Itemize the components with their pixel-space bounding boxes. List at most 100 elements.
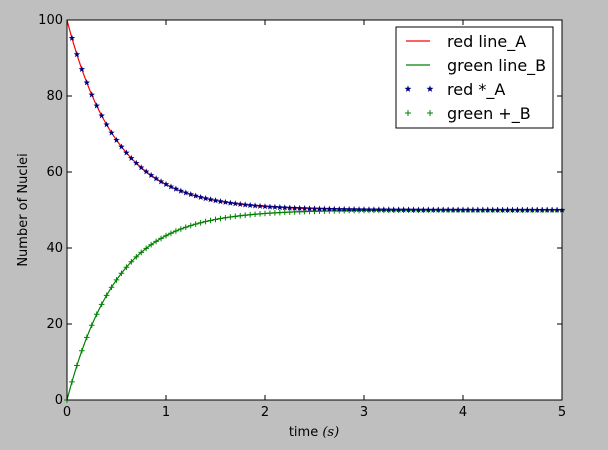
marker-star-a xyxy=(162,180,170,188)
marker-plus-b xyxy=(158,235,164,242)
marker-star-a xyxy=(217,198,224,205)
marker-plus-b xyxy=(173,228,179,234)
marker-plus-b xyxy=(123,264,130,271)
marker-star-a xyxy=(241,201,249,208)
legend-box xyxy=(395,26,554,129)
marker-star-a xyxy=(128,154,135,161)
marker-star-a xyxy=(271,203,279,210)
marker-star-a xyxy=(469,206,477,213)
marker-plus-b xyxy=(133,254,140,260)
marker-plus-b xyxy=(192,221,199,227)
marker-star-a xyxy=(78,65,86,72)
x-axis-label-main: time xyxy=(289,425,323,440)
marker-star-a xyxy=(479,206,487,213)
marker-star-a xyxy=(519,206,526,213)
marker-star-a xyxy=(296,204,303,212)
legend-label-green-line-b: green line_B xyxy=(447,56,546,76)
marker-star-a xyxy=(88,91,95,98)
marker-star-a xyxy=(553,206,561,213)
marker-plus-b xyxy=(88,322,95,329)
marker-plus-b xyxy=(113,277,120,283)
legend-handle-green-b xyxy=(405,110,433,116)
y-tick-label: 100 xyxy=(38,13,63,28)
marker-star-a xyxy=(390,206,397,213)
marker-star-a xyxy=(435,206,442,213)
marker-star-a xyxy=(306,205,313,212)
marker-star-a xyxy=(474,206,482,213)
marker-star-a xyxy=(123,149,130,156)
marker-star-a xyxy=(281,204,289,211)
plot-frame xyxy=(66,19,563,401)
marker-plus-b xyxy=(183,224,189,231)
marker-star-a xyxy=(266,203,274,210)
marker-plus-b xyxy=(93,311,100,318)
y-tick-label: 20 xyxy=(46,317,63,332)
marker-plus-b xyxy=(296,208,303,215)
marker-plus-b xyxy=(98,301,105,308)
marker-star-a xyxy=(454,206,462,213)
x-axis-label: time (s) xyxy=(289,425,339,440)
marker-star-a xyxy=(370,206,378,213)
marker-star-a xyxy=(108,129,115,136)
x-tick-label: 5 xyxy=(558,405,566,420)
marker-star-a xyxy=(459,206,467,213)
marker-star-a xyxy=(152,175,160,182)
marker-plus-b xyxy=(138,249,145,256)
marker-star-a xyxy=(73,51,81,58)
marker-star-a xyxy=(113,136,120,143)
marker-star-a xyxy=(316,205,323,212)
marker-star-a xyxy=(212,197,219,204)
marker-star-a xyxy=(118,143,125,150)
marker-plus-b xyxy=(178,226,184,232)
marker-star-a xyxy=(167,183,175,190)
marker-star-a xyxy=(449,206,457,213)
x-axis-label-unit: (s) xyxy=(322,425,339,440)
marker-plus-b xyxy=(267,210,273,216)
marker-star-a xyxy=(177,187,185,194)
y-tick-label: 40 xyxy=(46,241,63,256)
marker-star-a xyxy=(301,205,308,212)
marker-plus-b xyxy=(237,212,244,219)
marker-star-a xyxy=(439,206,447,213)
marker-star-a xyxy=(529,206,536,213)
marker-star-a xyxy=(350,206,358,213)
marker-plus-b xyxy=(257,211,263,217)
y-tick-label: 80 xyxy=(46,89,63,104)
marker-plus-b xyxy=(103,292,110,299)
marker-star-a xyxy=(291,204,298,211)
marker-star-a xyxy=(336,205,343,212)
marker-star-a xyxy=(509,206,516,213)
marker-plus-b xyxy=(291,209,298,215)
marker-star-a xyxy=(360,206,368,213)
marker-star-a xyxy=(420,206,427,213)
marker-plus-b xyxy=(69,379,75,385)
marker-star-a xyxy=(311,205,318,212)
marker-plus-b xyxy=(262,210,268,217)
marker-plus-b xyxy=(74,362,80,369)
marker-plus-b xyxy=(108,284,115,291)
marker-star-a xyxy=(147,171,155,179)
marker-star-a xyxy=(425,206,432,213)
marker-plus-b xyxy=(128,258,135,265)
marker-star-a xyxy=(410,206,417,213)
marker-star-a xyxy=(187,191,194,198)
marker-plus-b xyxy=(252,211,258,218)
marker-plus-b xyxy=(207,217,214,224)
legend-label-red-line-a: red line_A xyxy=(447,32,526,52)
marker-star-a xyxy=(192,192,199,199)
marker-star-a xyxy=(172,185,180,192)
y-axis-label: Number of Nuclei xyxy=(16,153,31,266)
marker-star-a xyxy=(494,206,501,213)
marker-plus-b xyxy=(197,219,204,226)
marker-plus-b xyxy=(232,213,239,220)
marker-star-a xyxy=(415,206,422,213)
marker-star-a xyxy=(430,206,437,213)
marker-star-a xyxy=(202,195,209,202)
marker-plus-b xyxy=(168,230,174,237)
marker-star-a xyxy=(489,206,496,213)
marker-star-a xyxy=(380,206,388,213)
marker-star-a xyxy=(182,189,190,196)
marker-plus-b xyxy=(247,211,253,218)
marker-star-a xyxy=(68,34,76,41)
